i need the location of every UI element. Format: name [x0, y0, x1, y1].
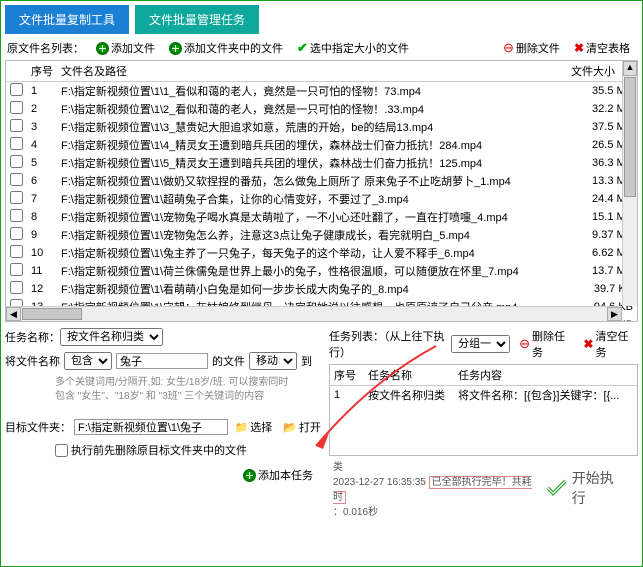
row-checkbox[interactable] [10, 155, 23, 168]
hint-text: 多个关键词用/分隔开,如: 女生/18岁/班. 可以搜索同时包含 "女生"、"1… [55, 376, 325, 404]
task-list-label: 任务列表：（从上往下执行） [329, 328, 448, 360]
table-row[interactable]: 1F:\指定新视频位置\1\1_看似和蔼的老人，竟然是一只可怕的怪物！73.mp… [6, 82, 637, 101]
delete-file-button[interactable]: ⊖删除文件 [497, 40, 566, 56]
start-execute-button[interactable]: 开始执行 [538, 464, 634, 512]
clear-icon: ✖ [583, 337, 593, 351]
task-name-select[interactable]: 按文件名称归类 [60, 328, 163, 346]
add-icon [243, 469, 256, 482]
row-checkbox[interactable] [10, 83, 23, 96]
table-row[interactable]: 3F:\指定新视频位置\1\3_慧贵妃大胆追求如意，荒唐的开始，be的结局13.… [6, 118, 637, 136]
target-folder-label: 目标文件夹： [5, 419, 71, 435]
row-checkbox[interactable] [10, 119, 23, 132]
clear-icon: ✖ [574, 41, 584, 55]
add-icon [169, 42, 182, 55]
add-folder-files-button[interactable]: 添加文件夹中的文件 [163, 40, 289, 56]
source-list-label: 原文件名列表： [7, 40, 84, 56]
task-row[interactable]: 1 按文件名称归类 将文件名称：[{包含}]关键字：[{... [330, 386, 637, 405]
row-checkbox[interactable] [10, 245, 23, 258]
row-checkbox[interactable] [10, 281, 23, 294]
contain-select[interactable]: 包含 [64, 352, 112, 370]
row-checkbox[interactable] [10, 101, 23, 114]
row-checkbox[interactable] [10, 191, 23, 204]
group-select[interactable]: 分组一 [451, 335, 510, 353]
table-row[interactable]: 8F:\指定新视频位置\1\宠物兔子喝水真是太萌啦了，一不小心还吐翻了，一直在打… [6, 208, 637, 226]
class-label: 类 [333, 458, 538, 473]
row-checkbox[interactable] [10, 173, 23, 186]
table-row[interactable]: 4F:\指定新视频位置\1\4_精灵女王遭到暗兵兵团的埋伏，森林战士们奋力抵抗！… [6, 136, 637, 154]
delete-before-checkbox[interactable] [55, 444, 68, 457]
col-name-header[interactable]: 文件名及路径 [57, 61, 567, 82]
task-name-label: 任务名称： [5, 329, 60, 345]
row-checkbox[interactable] [10, 227, 23, 240]
task-table: 序号 任务名称 任务内容 1 按文件名称归类 将文件名称：[{包含}]关键字：[… [330, 365, 637, 404]
table-row[interactable]: 6F:\指定新视频位置\1\做奶又软捏捏的番茄，怎么做兔上厕所了 原来兔子不止吃… [6, 172, 637, 190]
table-row[interactable]: 7F:\指定新视频位置\1\超萌兔子合集，让你的心情变好，不要过了_3.mp42… [6, 190, 637, 208]
file-copy-tool-button[interactable]: 文件批量复制工具 [5, 5, 129, 34]
horizontal-scrollbar[interactable]: ◀▶ [6, 306, 622, 321]
table-row[interactable]: 2F:\指定新视频位置\1\2_看似和蔼的老人，竟然是一只可怕的怪物！.33.m… [6, 100, 637, 118]
check-icon: ✔ [297, 40, 308, 56]
clear-table-button[interactable]: ✖清空表格 [568, 40, 636, 56]
to-label: 到 [301, 353, 312, 369]
table-row[interactable]: 5F:\指定新视频位置\1\5_精灵女王遭到暗兵兵团的埋伏，森林战士们奋力抵抗！… [6, 154, 637, 172]
delete-icon: ⊖ [519, 336, 530, 352]
clear-task-button[interactable]: ✖清空任务 [577, 328, 638, 360]
delete-task-button[interactable]: ⊖删除任务 [513, 328, 574, 360]
open-folder-button[interactable]: 📂打开 [279, 418, 325, 436]
task-col-name[interactable]: 任务名称 [364, 365, 454, 386]
add-file-button[interactable]: 添加文件 [90, 40, 161, 56]
delete-icon: ⊖ [503, 40, 514, 56]
table-row[interactable]: 10F:\指定新视频位置\1\兔主养了一只兔子，每天兔子的这个举动，让人爱不释手… [6, 244, 637, 262]
choose-folder-button[interactable]: 📁选择 [231, 418, 277, 436]
check-big-icon [546, 479, 567, 497]
file-table: 序号 文件名及路径 文件大小 1F:\指定新视频位置\1\1_看似和蔼的老人，竟… [6, 61, 637, 322]
row-checkbox[interactable] [10, 209, 23, 222]
keyword-input[interactable] [116, 353, 208, 369]
action-select[interactable]: 移动 [249, 352, 297, 370]
target-folder-input[interactable] [74, 419, 228, 435]
of-file-label: 的文件 [212, 353, 245, 369]
col-seq-header[interactable]: 序号 [27, 61, 57, 82]
file-manage-task-button[interactable]: 文件批量管理任务 [135, 5, 259, 34]
row-checkbox[interactable] [10, 137, 23, 150]
table-row[interactable]: 12F:\指定新视频位置\1\看萌萌小白兔是如何一步步长成大肉兔子的_8.mp4… [6, 280, 637, 298]
task-col-seq[interactable]: 序号 [330, 365, 364, 386]
filter-label: 将文件名称 [5, 353, 60, 369]
table-row[interactable]: 11F:\指定新视频位置\1\荷兰侏儒兔是世界上最小的兔子，性格很温顺，可以随便… [6, 262, 637, 280]
status-timestamp: 2023-12-27 16:35:35 [333, 477, 426, 488]
add-task-button[interactable]: 添加本任务 [239, 466, 317, 484]
delete-before-label: 执行前先删除原目标文件夹中的文件 [71, 442, 247, 458]
row-checkbox[interactable] [10, 263, 23, 276]
add-icon [96, 42, 109, 55]
status-duration: ：0.016秒 [333, 507, 378, 518]
select-by-size-button[interactable]: ✔选中指定大小的文件 [291, 40, 415, 56]
vertical-scrollbar[interactable]: ▲ [622, 61, 637, 306]
table-row[interactable]: 9F:\指定新视频位置\1\宠物兔怎么养，注意这3点让兔子健康成长，看完就明白_… [6, 226, 637, 244]
task-col-content[interactable]: 任务内容 [454, 365, 637, 386]
